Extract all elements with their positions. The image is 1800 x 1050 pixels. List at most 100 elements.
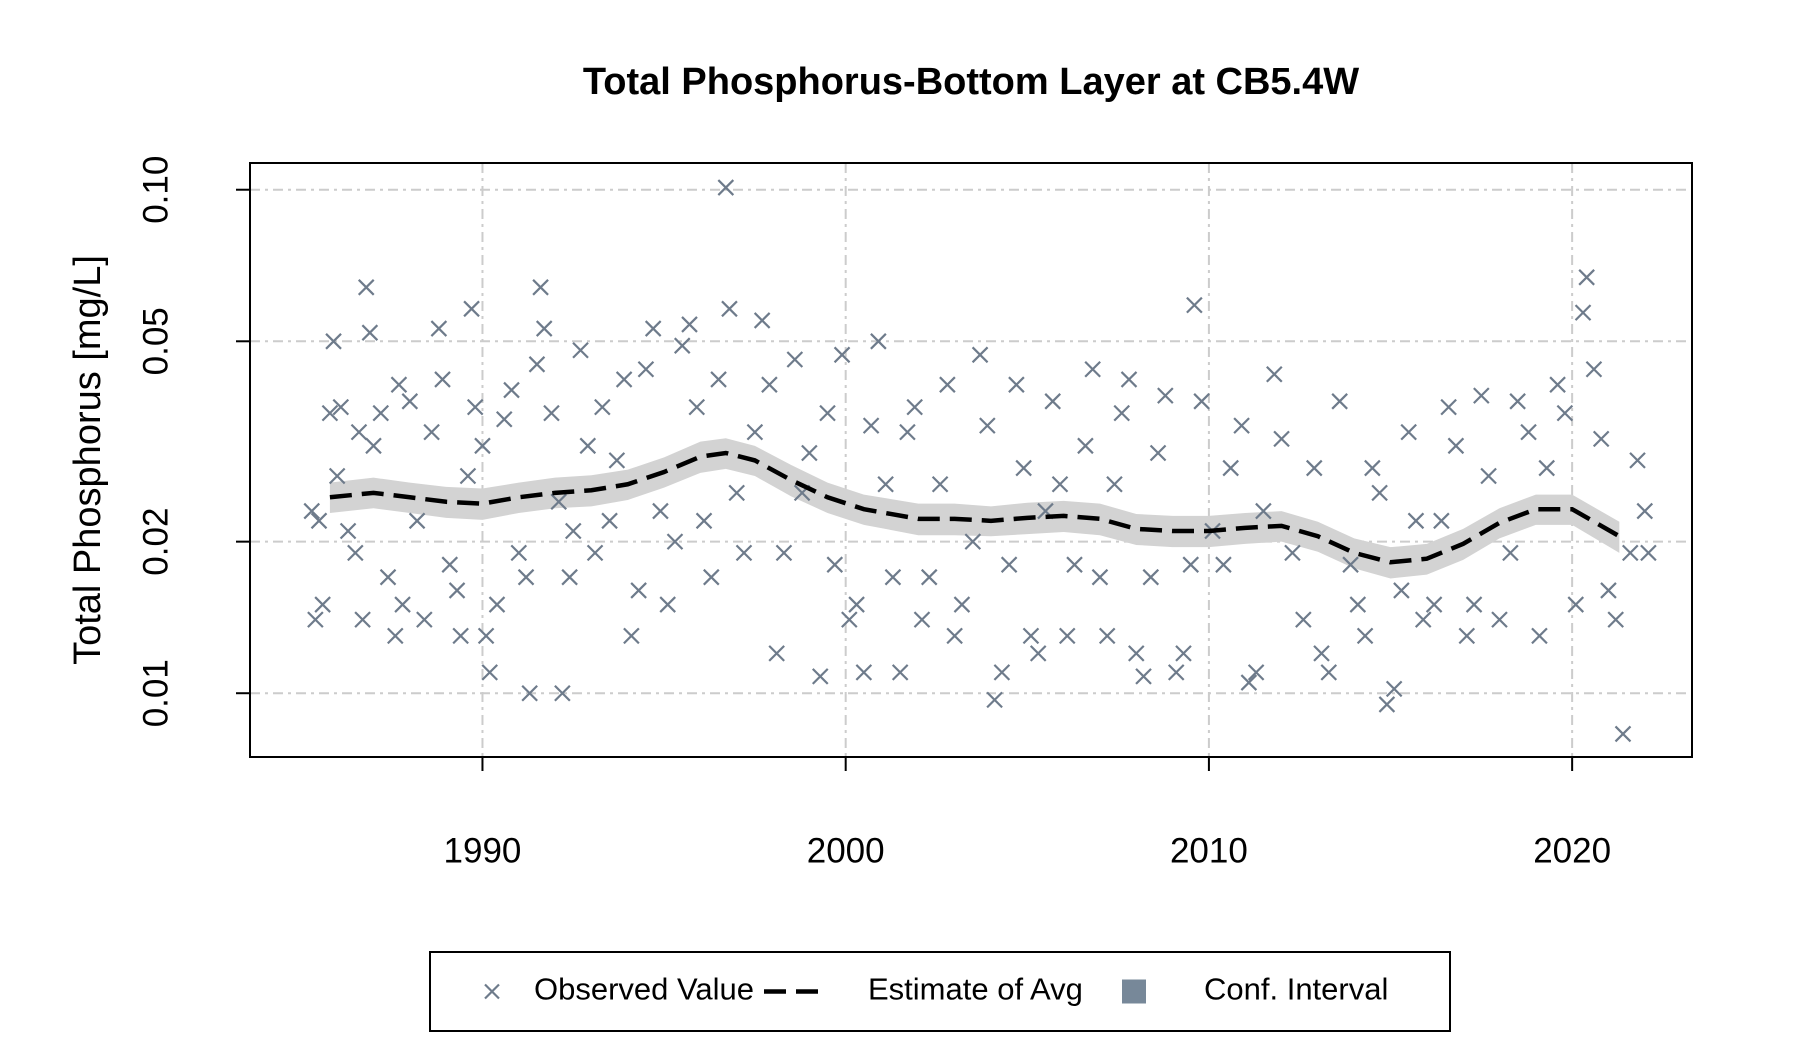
- observed-point: [379, 568, 397, 586]
- observed-point: [1393, 582, 1410, 599]
- observed-point: [1578, 269, 1595, 286]
- observed-point: [1549, 376, 1566, 393]
- observed-point: [1640, 544, 1657, 562]
- observed-point: [1614, 725, 1632, 743]
- observed-point: [1167, 664, 1185, 681]
- observed-point: [561, 568, 578, 586]
- observed-point: [1491, 611, 1508, 628]
- observed-point: [1247, 664, 1265, 681]
- observed-point: [703, 568, 720, 586]
- observed-point: [623, 627, 640, 645]
- observed-point: [1607, 611, 1624, 628]
- observed-point: [1240, 674, 1258, 691]
- observed-point: [801, 444, 818, 462]
- observed-point: [350, 423, 368, 441]
- observed-point: [347, 544, 364, 562]
- observed-point: [1175, 645, 1192, 662]
- observed-point: [1585, 360, 1603, 378]
- observed-point: [1447, 437, 1465, 455]
- observed-point: [1127, 645, 1145, 662]
- observed-point: [310, 512, 328, 530]
- legend-symbol: [1122, 979, 1146, 1004]
- x-tick-label: 2020: [1533, 831, 1611, 870]
- observed-point: [390, 376, 408, 393]
- observed-point: [1266, 365, 1283, 383]
- observed-point: [1378, 696, 1396, 713]
- observed-point: [1425, 596, 1443, 613]
- observed-point: [477, 627, 495, 645]
- observed-point: [946, 627, 963, 645]
- observed-point: [721, 300, 738, 318]
- observed-point: [495, 411, 513, 428]
- y-axis-label: Total Phosphorus [mg/L]: [67, 255, 109, 665]
- observed-point: [1592, 430, 1610, 448]
- observed-point: [1215, 556, 1232, 573]
- observed-point: [434, 371, 451, 388]
- observed-point: [1480, 467, 1497, 485]
- observed-point: [681, 316, 698, 333]
- observed-point: [811, 668, 829, 685]
- observed-point: [532, 279, 549, 296]
- observed-point: [1305, 459, 1323, 477]
- observed-point: [1433, 512, 1450, 530]
- legend-symbol: [484, 983, 500, 1000]
- observed-point: [459, 467, 477, 485]
- observed-point: [964, 533, 982, 550]
- observed-point: [1077, 437, 1094, 455]
- observed-point: [855, 664, 873, 681]
- observed-point: [564, 522, 582, 540]
- observed-point: [717, 179, 735, 196]
- observed-point: [463, 300, 480, 318]
- observed-point: [357, 279, 375, 296]
- observed-point: [452, 627, 469, 645]
- observed-point: [1621, 544, 1639, 562]
- observed-point: [1349, 596, 1367, 613]
- observed-point: [1567, 596, 1585, 613]
- observed-point: [913, 611, 931, 628]
- observed-point: [1091, 568, 1109, 586]
- observed-point: [979, 417, 996, 434]
- observed-point: [328, 467, 346, 485]
- observed-point: [1407, 512, 1425, 530]
- observed-point: [1629, 452, 1646, 469]
- observed-point: [786, 351, 804, 368]
- observed-point: [572, 341, 589, 359]
- observed-point: [1193, 393, 1210, 410]
- observed-point: [481, 664, 499, 681]
- observed-point: [939, 376, 956, 393]
- observed-point: [361, 324, 379, 341]
- observed-point: [1142, 568, 1160, 586]
- observed-point: [1120, 371, 1138, 388]
- observed-point: [1371, 484, 1388, 502]
- y-tick-label: 0.01: [136, 659, 175, 727]
- observed-point: [535, 320, 553, 337]
- observed-point: [953, 596, 971, 613]
- observed-point: [1600, 582, 1617, 599]
- observed-point: [332, 398, 350, 416]
- observed-point: [1182, 556, 1200, 573]
- observed-point: [1356, 627, 1374, 645]
- observed-point: [920, 568, 938, 586]
- observed-point: [848, 596, 865, 613]
- chart-title: Total Phosphorus-Bottom Layer at CB5.4W: [583, 61, 1359, 103]
- observed-point: [528, 356, 546, 373]
- observed-point: [1000, 556, 1018, 573]
- observed-point: [554, 684, 571, 702]
- observed-point: [775, 544, 793, 562]
- observed-point: [1113, 404, 1131, 422]
- observed-point: [1509, 393, 1526, 410]
- observed-point: [372, 404, 390, 422]
- observed-point: [644, 320, 662, 337]
- observed-point: [986, 691, 1003, 709]
- observed-point: [307, 611, 324, 628]
- observed-point: [303, 502, 321, 520]
- observed-point: [1008, 376, 1025, 393]
- observed-point: [735, 544, 753, 562]
- observed-point: [1458, 627, 1476, 645]
- observed-point: [601, 512, 618, 530]
- observed-point: [993, 664, 1011, 681]
- observed-point: [1044, 393, 1062, 410]
- y-tick-label: 0.05: [136, 307, 175, 375]
- observed-point: [1502, 544, 1519, 562]
- observed-point: [637, 360, 655, 378]
